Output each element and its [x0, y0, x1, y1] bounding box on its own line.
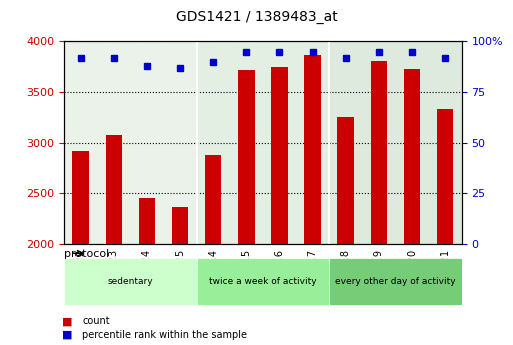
Text: ■: ■ [62, 316, 72, 326]
Text: percentile rank within the sample: percentile rank within the sample [82, 330, 247, 340]
Bar [338, 117, 354, 244]
FancyBboxPatch shape [196, 258, 329, 305]
Bar [64, 41, 196, 244]
Bar [139, 198, 155, 244]
Bar [72, 151, 89, 244]
Bar [238, 70, 254, 244]
Bar [437, 109, 453, 244]
FancyBboxPatch shape [64, 258, 196, 305]
Text: sedentary: sedentary [108, 277, 153, 286]
Bar [271, 67, 288, 244]
Text: every other day of activity: every other day of activity [335, 277, 456, 286]
Bar [329, 41, 462, 244]
Text: protocol: protocol [64, 248, 109, 258]
Bar [404, 69, 420, 244]
Bar [106, 135, 122, 244]
Bar [304, 55, 321, 244]
Bar [205, 155, 222, 244]
Bar [172, 207, 188, 244]
Text: twice a week of activity: twice a week of activity [209, 277, 317, 286]
FancyBboxPatch shape [329, 258, 462, 305]
Bar [196, 41, 329, 244]
Text: count: count [82, 316, 110, 326]
Bar [370, 61, 387, 244]
Text: GDS1421 / 1389483_at: GDS1421 / 1389483_at [175, 10, 338, 24]
Text: ■: ■ [62, 330, 72, 340]
